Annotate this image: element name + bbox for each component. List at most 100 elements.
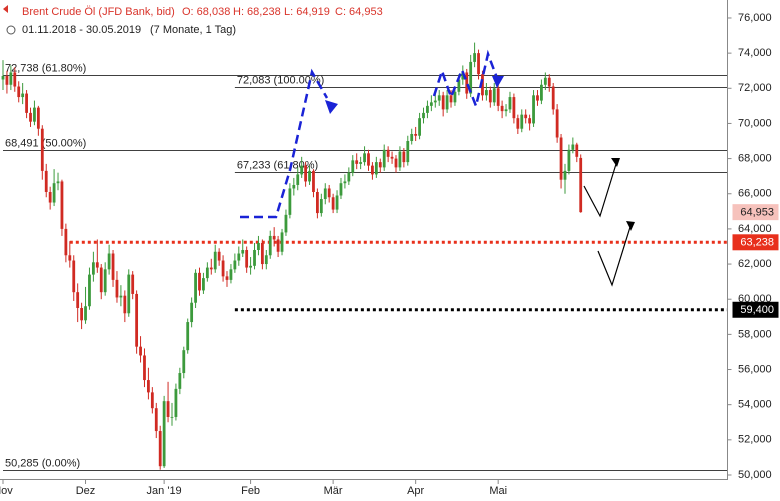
- candle-body: [300, 165, 304, 175]
- candle-body: [95, 262, 99, 268]
- candle-body: [280, 232, 284, 252]
- candle-body: [139, 346, 142, 356]
- candle-body: [56, 181, 60, 184]
- candle-body: [127, 274, 131, 314]
- candle-body: [496, 88, 500, 106]
- candle-body: [469, 61, 473, 94]
- candle-body: [453, 91, 457, 103]
- candle-body: [441, 95, 445, 110]
- candle-body: [166, 401, 170, 417]
- summary: C: 64,953: [335, 6, 383, 18]
- candle-body: [371, 165, 374, 175]
- candle-body: [205, 267, 209, 279]
- candle-body: [52, 183, 56, 203]
- price-tag-label: 59,400: [740, 304, 774, 316]
- candle-body: [414, 133, 418, 136]
- candle-body: [445, 95, 449, 110]
- candle-body: [84, 306, 87, 321]
- projection-dashed: [432, 49, 499, 111]
- candle-body: [316, 191, 319, 214]
- y-tick-label: 52,000: [738, 434, 772, 446]
- candle-body: [520, 114, 524, 129]
- candle-body: [60, 181, 64, 229]
- candle-body: [36, 107, 40, 129]
- candle-body: [143, 355, 146, 381]
- candle-body: [363, 153, 366, 163]
- candle-body: [135, 293, 139, 347]
- x-tick-label: Apr: [407, 485, 424, 497]
- candle-body: [111, 253, 115, 280]
- candle-body: [170, 416, 174, 418]
- candle-body: [473, 53, 476, 62]
- candle-body: [308, 170, 311, 182]
- x-tick-label: Nov: [0, 485, 13, 497]
- candle-body: [209, 267, 213, 270]
- candle-body: [528, 118, 532, 124]
- x-tick-label: Mai: [489, 485, 507, 497]
- candle-body: [99, 267, 103, 293]
- candle-body: [547, 77, 551, 87]
- candle-body: [551, 86, 555, 110]
- y-tick-label: 62,000: [738, 258, 772, 270]
- candle-body: [339, 183, 343, 196]
- candle-body: [257, 242, 260, 250]
- candle-body: [154, 408, 158, 432]
- candle-body: [465, 72, 469, 94]
- arrow: [583, 163, 617, 218]
- candle-body: [508, 97, 512, 110]
- candle-body: [91, 262, 95, 275]
- level-label: 72,083 (100.00%): [237, 74, 324, 86]
- annotations: [240, 49, 635, 287]
- candle-body: [327, 188, 331, 198]
- y-tick-label: 72,000: [738, 82, 772, 94]
- arrow: [597, 226, 631, 287]
- candle-body: [13, 72, 17, 87]
- candle-body: [241, 249, 245, 254]
- candle-body: [410, 133, 414, 142]
- candle-body: [21, 93, 25, 98]
- candle-body: [123, 295, 127, 314]
- subtitle: 01.11.2018 - 30.05.2019: [22, 24, 141, 36]
- summary: O: 68,038: [182, 6, 230, 18]
- candle-body: [433, 100, 437, 103]
- candle-body: [233, 260, 237, 270]
- candle-body: [17, 86, 21, 98]
- price-tag: [732, 301, 779, 318]
- candle-body: [276, 239, 280, 252]
- candle-body: [347, 172, 351, 182]
- projection-dashed: [240, 68, 329, 219]
- candle-body: [284, 214, 288, 233]
- candle-body: [40, 128, 44, 171]
- price-tag-label: 63,238: [740, 237, 774, 249]
- candle-body: [402, 151, 406, 163]
- candle-body: [88, 274, 91, 307]
- candle-body: [323, 188, 327, 200]
- candle-body: [571, 144, 575, 150]
- chart-title: Brent Crude Öl (JFD Bank, bid): [22, 6, 175, 18]
- candle-body: [221, 260, 225, 277]
- candle-body: [9, 72, 13, 85]
- candle-body: [48, 191, 52, 203]
- candle-body: [107, 253, 111, 270]
- candle-body: [292, 184, 296, 189]
- candles-layer: [1, 42, 583, 470]
- arrow-head: [626, 221, 635, 231]
- y-tick-label: 66,000: [738, 188, 772, 200]
- arrow-head: [492, 76, 504, 88]
- y-tick-label: 70,000: [738, 117, 772, 129]
- candle-body: [202, 278, 205, 291]
- candle-body: [351, 160, 355, 173]
- candle-body: [374, 162, 378, 175]
- candle-body: [429, 102, 433, 106]
- candle-body: [198, 272, 201, 291]
- candle-body: [186, 322, 190, 351]
- candle-body: [335, 195, 339, 210]
- candle-body: [225, 276, 229, 280]
- candle-body: [504, 109, 508, 112]
- candle-body: [158, 431, 162, 467]
- candle-body: [437, 95, 441, 101]
- candle-body: [575, 144, 579, 157]
- y-tick-label: 74,000: [738, 47, 772, 59]
- candle-body: [264, 255, 268, 265]
- candle-body: [29, 112, 32, 122]
